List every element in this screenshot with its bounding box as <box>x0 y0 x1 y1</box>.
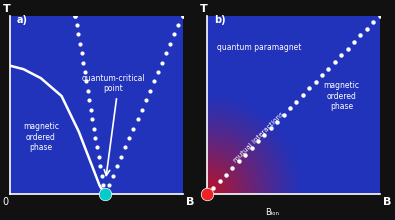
Text: Bₗₒₙ: Bₗₒₙ <box>265 208 280 217</box>
Text: 0: 0 <box>3 197 9 207</box>
Text: b): b) <box>214 15 226 25</box>
Text: magnetic
ordered
phase: magnetic ordered phase <box>23 122 59 152</box>
Text: a): a) <box>17 15 28 25</box>
Text: quantum-critical
point: quantum-critical point <box>82 74 145 93</box>
Text: mutual interactions: mutual interactions <box>232 111 285 163</box>
Text: T: T <box>200 4 208 14</box>
Text: quantum paramagnet: quantum paramagnet <box>216 43 301 52</box>
Text: B: B <box>186 197 194 207</box>
Text: T: T <box>3 4 11 14</box>
Text: magnetic
ordered
phase: magnetic ordered phase <box>324 81 360 111</box>
Text: B: B <box>383 197 391 207</box>
